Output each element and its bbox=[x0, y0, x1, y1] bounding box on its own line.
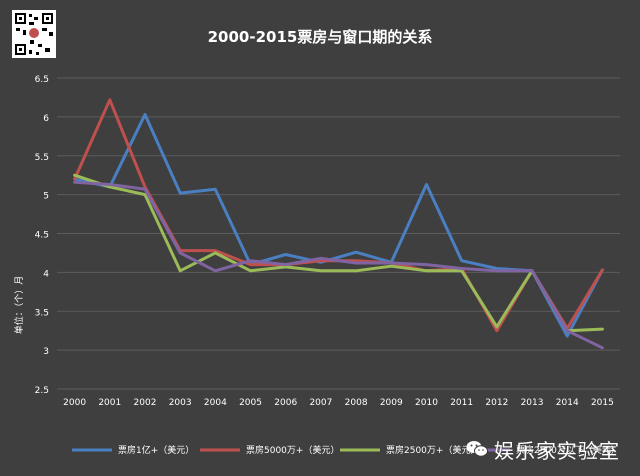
legend-label: 票房1亿+（美元） bbox=[118, 444, 194, 456]
x-tick-label: 2010 bbox=[415, 398, 438, 408]
y-tick-label: 3.5 bbox=[35, 308, 49, 318]
legend-label: 票房2500万+（美元） bbox=[386, 444, 479, 456]
series-line-3 bbox=[73, 173, 604, 333]
x-tick-label: 2015 bbox=[591, 398, 614, 408]
y-tick-label: 3 bbox=[43, 347, 49, 357]
x-tick-label: 2008 bbox=[345, 398, 368, 408]
x-tick-label: 2011 bbox=[450, 398, 473, 408]
legend-label: 票房2500万以下（美元） bbox=[516, 444, 620, 456]
y-tick-label: 4 bbox=[43, 269, 49, 279]
watermark-text: 娱乐家实验室 bbox=[494, 438, 620, 463]
x-axis-ticks: 2000 2001 2002 2003 2004 2005 2006 2007 2008 2009… bbox=[63, 398, 614, 408]
x-tick-label: 2005 bbox=[239, 398, 262, 408]
y-axis-label: 单位：（个）月 bbox=[13, 276, 25, 335]
qr-code-icon bbox=[12, 10, 56, 58]
series-lines bbox=[73, 98, 604, 350]
x-tick-label: 2007 bbox=[309, 398, 332, 408]
series-line-1 bbox=[73, 113, 604, 338]
wechat-icon bbox=[466, 440, 488, 458]
x-tick-label: 2006 bbox=[274, 398, 297, 408]
y-tick-label: 5.5 bbox=[35, 153, 49, 163]
y-tick-label: 2.5 bbox=[35, 386, 49, 396]
y-tick-label: 6.5 bbox=[35, 75, 49, 85]
x-tick-label: 2000 bbox=[63, 398, 86, 408]
x-tick-label: 2009 bbox=[380, 398, 403, 408]
x-tick-label: 2004 bbox=[204, 398, 227, 408]
x-tick-label: 2001 bbox=[98, 398, 121, 408]
legend-label: 票房5000万+（美元） bbox=[246, 444, 339, 456]
x-tick-label: 2003 bbox=[169, 398, 192, 408]
legend: 票房1亿+（美元） 票房5000万+（美元） 票房2500万+（美元） 票房2500万… bbox=[72, 444, 620, 456]
x-tick-label: 2002 bbox=[134, 398, 157, 408]
x-tick-label: 2012 bbox=[485, 398, 508, 408]
y-axis-ticks: 2.5 3 3.5 4 4.5 5 5.5 6 6.5 bbox=[35, 75, 50, 396]
y-tick-label: 6 bbox=[43, 114, 49, 124]
series-line-4 bbox=[73, 180, 604, 350]
x-tick-label: 2014 bbox=[556, 398, 579, 408]
y-tick-label: 5 bbox=[43, 192, 49, 202]
chart-title: 2000-2015票房与窗口期的关系 bbox=[208, 28, 433, 46]
y-tick-label: 4.5 bbox=[35, 231, 49, 241]
x-tick-label: 2013 bbox=[521, 398, 544, 408]
watermark: 娱乐家实验室 bbox=[466, 432, 636, 466]
